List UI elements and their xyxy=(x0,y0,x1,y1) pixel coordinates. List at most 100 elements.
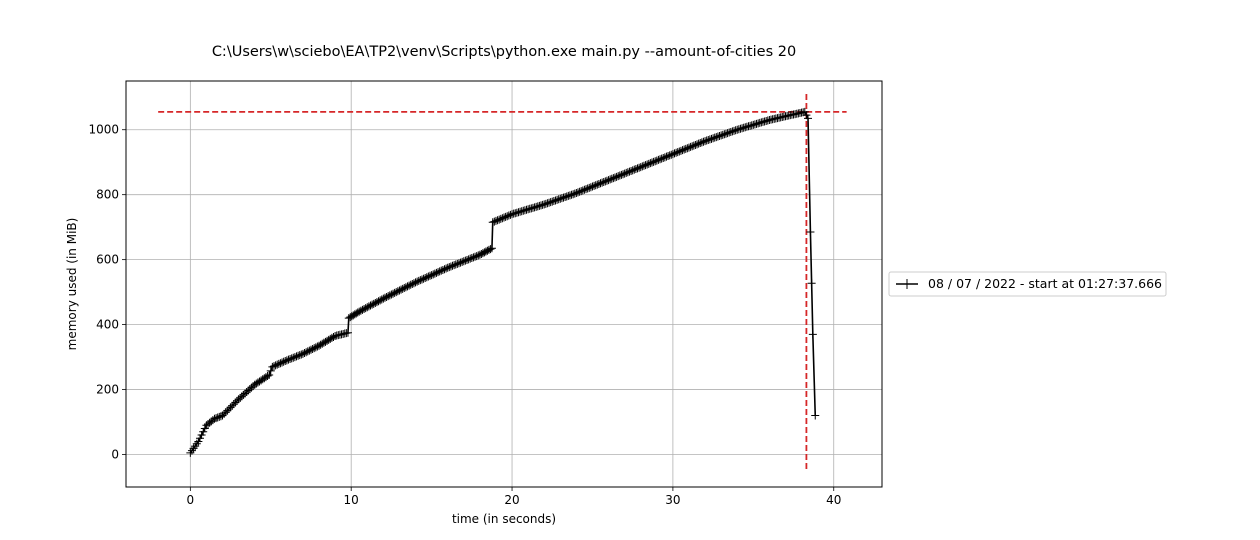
data-point-marker xyxy=(327,333,336,342)
data-point-marker xyxy=(469,253,478,262)
data-point-marker xyxy=(271,361,280,370)
reference-lines xyxy=(158,93,847,470)
data-point-marker xyxy=(308,344,317,353)
data-point-marker xyxy=(467,254,476,263)
grid xyxy=(126,81,882,487)
data-point-marker xyxy=(453,259,462,268)
data-point-marker xyxy=(495,215,504,224)
data-point-marker xyxy=(276,359,285,368)
data-point-marker xyxy=(701,137,710,146)
legend-entry-label: 08 / 07 / 2022 - start at 01:27:37.666 xyxy=(928,276,1162,291)
data-point-marker xyxy=(440,265,449,274)
y-tick-label: 0 xyxy=(111,448,119,462)
data-point-marker xyxy=(496,214,505,223)
data-point-marker xyxy=(466,254,475,263)
data-point-marker xyxy=(260,374,269,383)
data-point-marker xyxy=(424,272,433,281)
data-point-marker xyxy=(551,196,560,205)
data-point-marker xyxy=(446,262,455,271)
data-point-marker xyxy=(302,348,311,357)
data-point-marker xyxy=(464,255,473,264)
data-point-marker xyxy=(253,378,262,387)
data-point-marker xyxy=(221,408,230,417)
data-point-marker xyxy=(295,351,304,360)
data-point-marker xyxy=(405,281,414,290)
data-point-marker xyxy=(572,189,581,198)
data-point-marker xyxy=(717,131,726,140)
data-point-marker xyxy=(261,373,270,382)
data-point-marker xyxy=(549,197,558,206)
data-point-marker xyxy=(274,359,283,368)
data-point-marker xyxy=(619,170,628,179)
data-point-marker xyxy=(432,268,441,277)
data-point-marker xyxy=(664,152,673,161)
data-point-marker xyxy=(284,355,293,364)
data-point-marker xyxy=(713,132,722,141)
data-point-marker xyxy=(635,163,644,172)
data-point-marker xyxy=(289,353,298,362)
data-point-marker xyxy=(554,195,563,204)
data-point-marker xyxy=(633,164,642,173)
data-point-marker xyxy=(360,305,369,314)
data-point-marker xyxy=(278,358,287,367)
data-point-marker xyxy=(561,193,570,202)
data-point-marker xyxy=(434,268,443,277)
data-point-marker xyxy=(321,337,330,346)
data-point-marker xyxy=(504,211,513,220)
data-point-marker xyxy=(546,198,555,207)
data-point-marker xyxy=(451,260,460,269)
data-point-marker xyxy=(450,261,459,270)
data-point-marker xyxy=(676,146,685,155)
data-point-marker xyxy=(369,299,378,308)
data-point-marker xyxy=(699,137,708,146)
data-point-marker xyxy=(393,287,402,296)
data-point-marker xyxy=(408,280,417,288)
data-point-marker xyxy=(382,292,391,301)
data-point-marker xyxy=(438,265,447,274)
data-point-marker xyxy=(684,143,693,152)
data-point-marker xyxy=(615,171,624,180)
data-point-marker xyxy=(324,335,333,344)
data-point-marker xyxy=(255,377,264,386)
data-point-marker xyxy=(591,181,600,190)
data-point-marker xyxy=(585,183,594,192)
data-point-marker xyxy=(229,400,238,409)
data-point-marker xyxy=(807,279,816,288)
y-tick-label: 200 xyxy=(96,383,119,397)
data-point-marker xyxy=(562,192,571,201)
data-point-marker xyxy=(305,346,314,355)
data-point-marker xyxy=(422,273,431,282)
data-point-marker xyxy=(218,411,227,420)
data-point-marker xyxy=(710,133,719,142)
data-point-marker xyxy=(363,303,372,312)
data-point-marker xyxy=(406,280,415,289)
data-point-marker xyxy=(673,148,682,157)
data-point-marker xyxy=(212,414,221,423)
data-point-marker xyxy=(548,197,557,206)
data-point-marker xyxy=(397,285,406,294)
data-point-marker xyxy=(578,186,587,195)
data-point-marker xyxy=(491,216,500,225)
data-point-marker xyxy=(588,182,597,191)
data-point-marker xyxy=(643,160,652,169)
data-point-marker xyxy=(565,191,574,200)
data-point-marker xyxy=(300,349,309,358)
data-point-marker xyxy=(808,330,817,339)
data-point-marker xyxy=(493,216,502,225)
data-point-marker xyxy=(199,427,208,436)
data-point-marker xyxy=(401,283,410,292)
data-point-marker xyxy=(313,342,322,351)
data-point-marker xyxy=(389,289,398,298)
data-point-marker xyxy=(498,214,507,223)
data-point-marker xyxy=(541,199,550,208)
data-point-marker xyxy=(688,142,697,151)
legend-marker-swatch xyxy=(902,279,912,289)
data-point-marker xyxy=(726,127,735,136)
data-point-marker xyxy=(454,259,463,268)
data-point-marker xyxy=(387,290,396,299)
data-point-marker xyxy=(612,172,621,181)
data-point-marker xyxy=(723,129,732,138)
data-point-marker xyxy=(593,180,602,189)
